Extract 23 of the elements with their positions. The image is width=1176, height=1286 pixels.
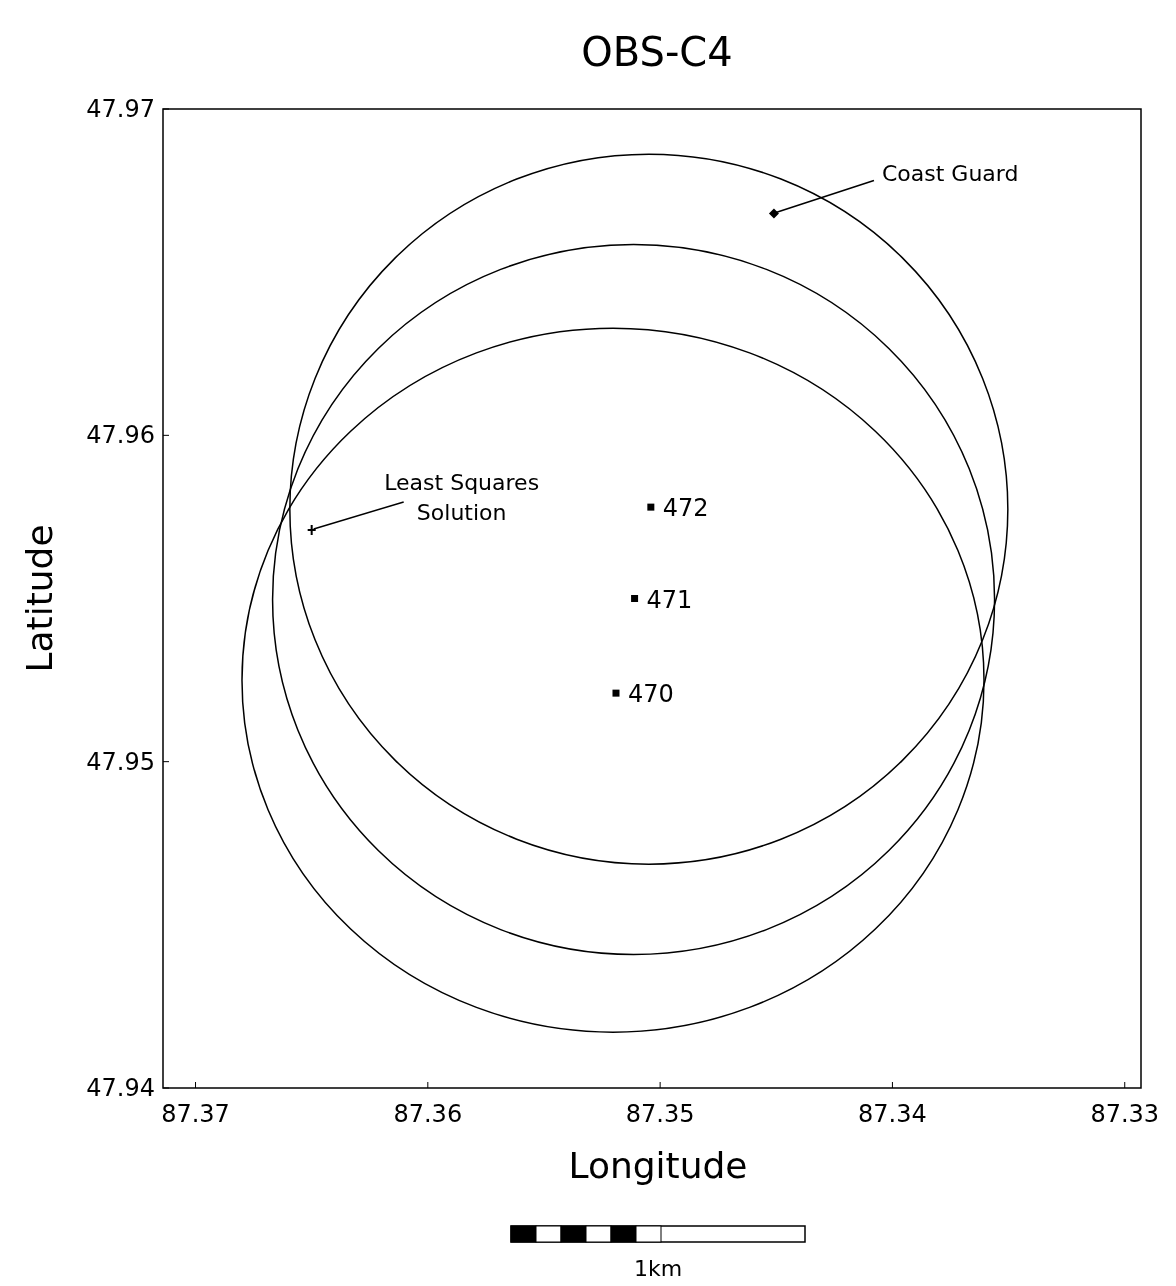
series-label: 470: [627, 680, 674, 709]
annotation: Coast Guard: [881, 161, 1019, 187]
point: [768, 208, 779, 219]
y-tick-label: 47.95: [86, 747, 155, 776]
x-tick-label: 87.37: [161, 1100, 230, 1128]
x-tick-label: 87.35: [625, 1100, 695, 1128]
point: [307, 524, 316, 535]
x-tick-label: 87.33: [1090, 1100, 1160, 1128]
annotation: Least Squares Solution: [384, 469, 540, 525]
y-tick-label: 47.94: [86, 1074, 155, 1102]
y-axis-title: Latitude: [19, 524, 60, 673]
series-label: 472: [662, 494, 709, 523]
chart-title: OBS-C4: [581, 29, 733, 75]
x-tick-label: 87.34: [858, 1100, 927, 1128]
series-label: 471: [646, 585, 693, 614]
x-tick-label: 87.36: [393, 1100, 463, 1128]
text: 1km: [633, 1256, 683, 1281]
point: [612, 689, 620, 697]
point: [647, 503, 655, 511]
x-axis-title: Longitude: [568, 1145, 748, 1186]
y-tick-label: 47.96: [86, 421, 155, 450]
point: [631, 595, 639, 602]
y-tick-label: 47.97: [86, 95, 155, 123]
